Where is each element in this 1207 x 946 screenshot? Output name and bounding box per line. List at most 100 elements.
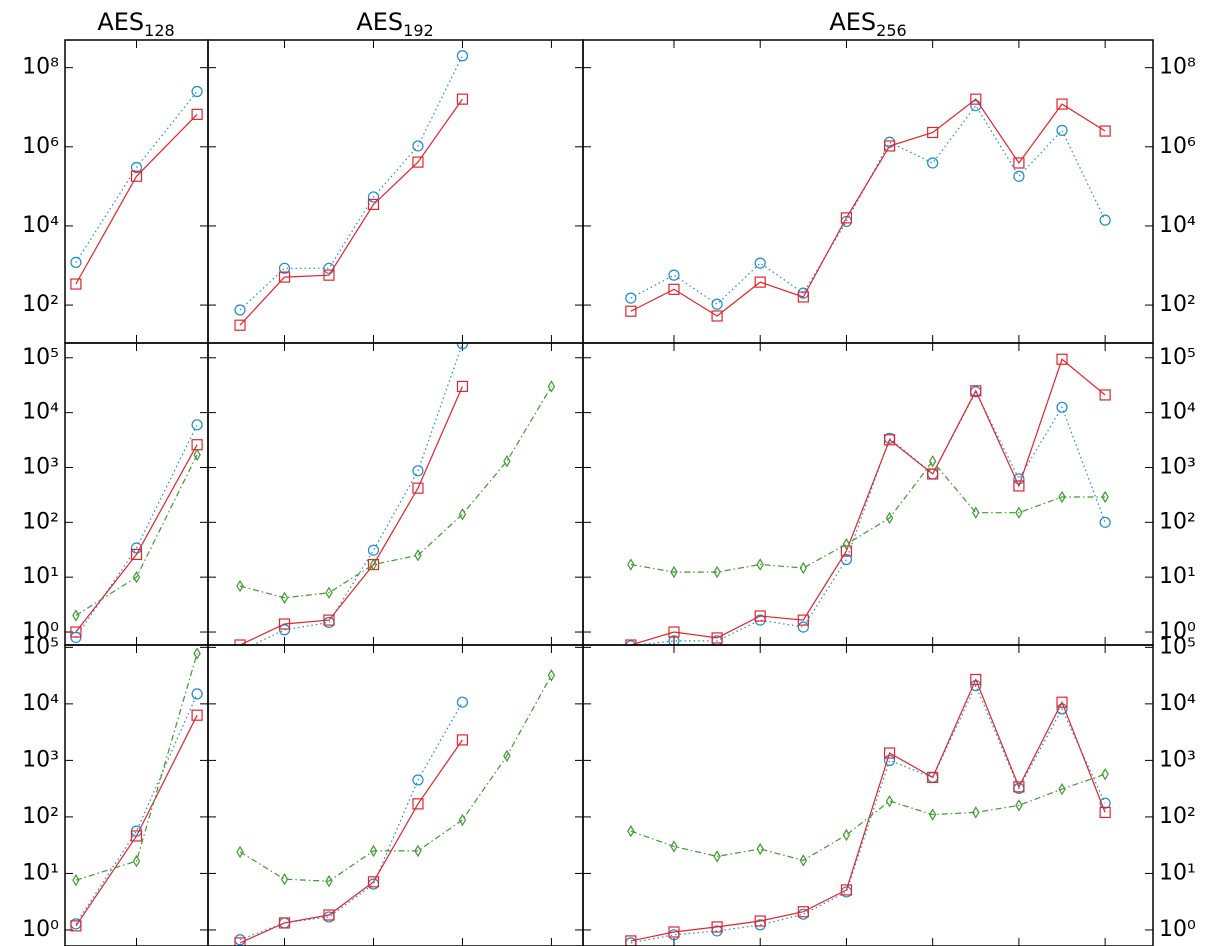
marker xyxy=(280,873,289,886)
marker xyxy=(130,170,143,182)
y-tick-label: 10² xyxy=(1159,804,1196,829)
marker xyxy=(670,565,678,579)
marker xyxy=(234,639,246,645)
marker xyxy=(1099,389,1111,401)
marker xyxy=(369,558,378,571)
marker xyxy=(1099,214,1111,226)
plot-area xyxy=(70,419,203,643)
marker xyxy=(234,319,246,331)
marker xyxy=(711,298,723,310)
y-tick-label: 10³ xyxy=(22,747,59,772)
panel-border xyxy=(582,644,1154,946)
plot-area xyxy=(234,669,556,946)
marker xyxy=(412,140,424,152)
series-line xyxy=(239,55,463,311)
series-line xyxy=(630,677,1106,942)
panel-border xyxy=(207,342,584,646)
marker xyxy=(885,511,894,525)
marker xyxy=(278,271,291,283)
marker xyxy=(1056,703,1068,715)
marker xyxy=(754,610,766,622)
column-title: AES256 xyxy=(829,8,906,40)
y-tick-label: 10² xyxy=(22,292,59,317)
y-tick-label: 10³ xyxy=(22,454,59,479)
marker xyxy=(797,908,809,920)
marker xyxy=(972,506,980,519)
marker xyxy=(1099,806,1111,819)
marker xyxy=(191,85,203,98)
marker xyxy=(547,380,556,393)
plot-area xyxy=(625,353,1111,645)
y-tick-label: 10⁰ xyxy=(22,917,59,942)
marker xyxy=(883,434,896,446)
plot-area xyxy=(625,673,1111,946)
marker xyxy=(668,635,680,645)
panel-border xyxy=(64,342,209,646)
marker xyxy=(503,749,511,763)
marker xyxy=(367,191,380,203)
plot-area xyxy=(234,50,469,331)
panel-border xyxy=(207,644,584,946)
marker xyxy=(970,673,982,686)
marker xyxy=(456,734,469,746)
marker xyxy=(132,854,141,868)
marker xyxy=(236,845,244,859)
plot-area xyxy=(70,647,203,932)
y-tick-label: 10¹ xyxy=(1159,564,1196,589)
y-tick-label: 10¹ xyxy=(22,860,59,885)
y-tick-label: 10² xyxy=(22,509,59,534)
marker xyxy=(1101,768,1109,781)
marker xyxy=(883,140,896,152)
marker xyxy=(278,917,291,929)
marker xyxy=(840,884,853,896)
y-tick-label: 10¹ xyxy=(1159,860,1196,885)
series-line xyxy=(630,773,1106,862)
marker xyxy=(130,548,143,561)
marker xyxy=(1056,353,1068,365)
marker xyxy=(323,616,335,628)
marker xyxy=(797,906,809,918)
marker xyxy=(927,157,939,169)
marker xyxy=(70,920,82,932)
marker xyxy=(627,824,635,838)
series-line xyxy=(630,104,1106,305)
marker xyxy=(1099,125,1111,137)
marker xyxy=(625,937,637,946)
y-tick-label: 10³ xyxy=(1159,747,1196,772)
marker xyxy=(412,465,424,477)
series-line xyxy=(239,386,463,645)
marker xyxy=(323,614,335,626)
marker xyxy=(627,558,635,571)
marker xyxy=(797,291,809,303)
y-tick-label: 10⁶ xyxy=(1159,134,1196,159)
y-tick-label: 10⁵ xyxy=(22,634,59,659)
marker xyxy=(840,212,853,224)
marker xyxy=(278,262,291,274)
marker xyxy=(547,669,556,682)
y-tick-label: 10⁸ xyxy=(22,55,59,80)
y-tick-label: 10⁵ xyxy=(1159,634,1196,659)
panel-border xyxy=(582,39,1154,344)
marker xyxy=(756,842,764,856)
series-line xyxy=(630,98,1106,317)
marker xyxy=(130,830,143,842)
marker xyxy=(711,921,723,933)
marker xyxy=(235,646,245,656)
y-tick-label: 10² xyxy=(1159,292,1196,317)
marker xyxy=(325,586,333,599)
marker xyxy=(756,558,764,571)
marker xyxy=(70,256,82,268)
series-line xyxy=(239,98,463,326)
marker xyxy=(797,614,809,626)
panel-border xyxy=(207,39,584,344)
marker xyxy=(193,647,201,660)
marker xyxy=(1013,170,1025,182)
marker xyxy=(927,468,939,480)
marker xyxy=(754,915,766,927)
marker xyxy=(458,508,467,521)
marker xyxy=(191,688,203,700)
series-line xyxy=(75,444,198,633)
marker xyxy=(1015,799,1023,812)
series-line xyxy=(630,358,1106,645)
marker xyxy=(193,448,201,462)
